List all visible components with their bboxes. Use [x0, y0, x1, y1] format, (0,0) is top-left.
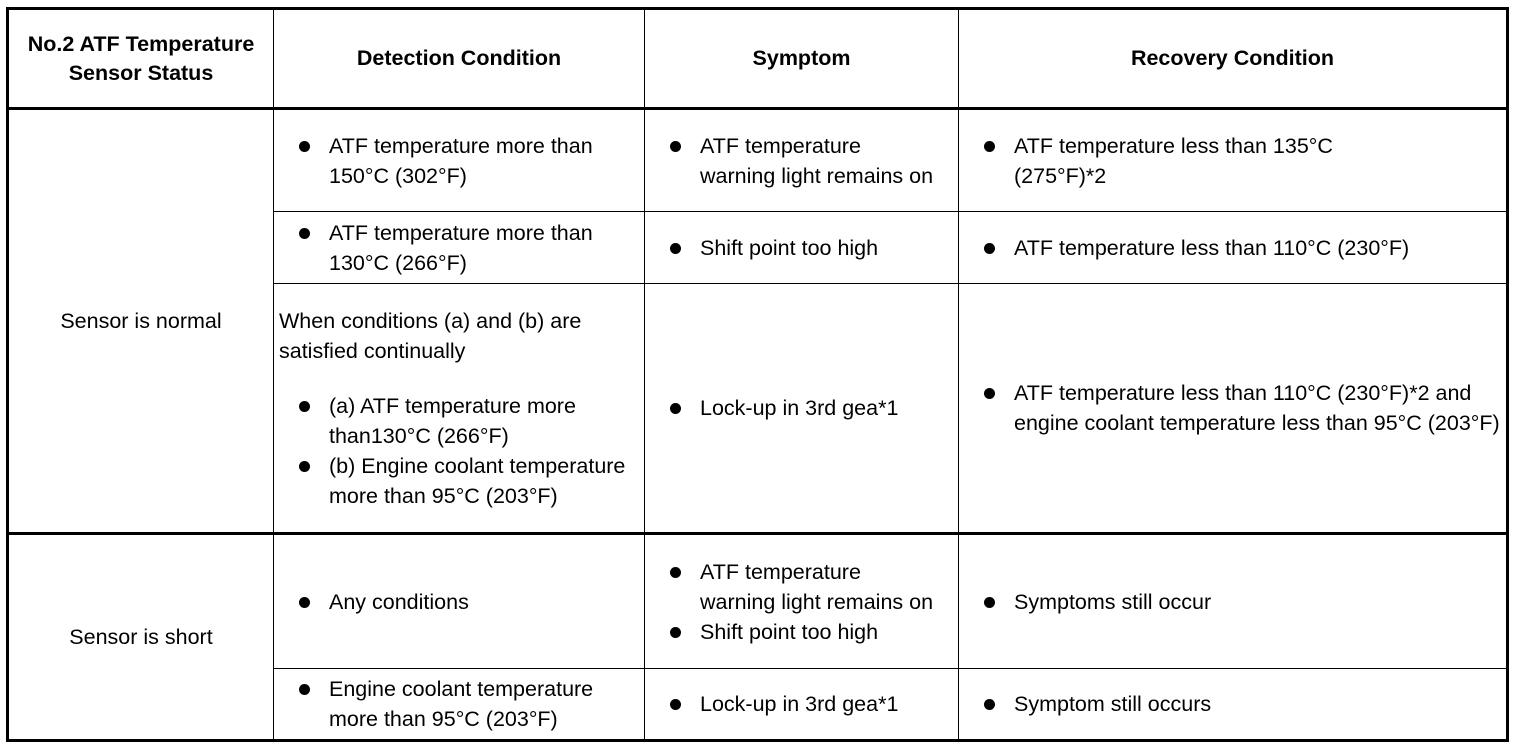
header-recovery-condition: Recovery Condition [958, 8, 1508, 110]
list-item: ATF temperature less than 135°C (275°F)*… [959, 131, 1506, 191]
list-item: ATF temperature less than 110°C (230°F)*… [959, 378, 1506, 438]
detection-cell: Engine coolant temperature more than 95°… [273, 668, 645, 741]
recovery-text: Symptoms still occur [1014, 589, 1212, 614]
table-row: Sensor is short Any conditions ATF tempe… [7, 532, 1508, 741]
symptom-text: Shift point too high [700, 619, 879, 644]
detection-text: (b) Engine coolant temperature more than… [329, 453, 626, 508]
bullet-icon [299, 596, 310, 608]
detection-text: Any conditions [329, 589, 469, 614]
symptom-text: Lock-up in 3rd gea*1 [700, 692, 899, 716]
list-item: (a) ATF temperature more than130°C (266°… [274, 391, 640, 451]
symptom-cell: Lock-up in 3rd gea*1 [644, 283, 959, 534]
table-row: ATF temperature more than 130°C (266°F) … [8, 211, 1508, 284]
detection-text: ATF temperature more than 150°C (302°F) [329, 133, 593, 188]
table-row: Sensor is normal ATF temperature more th… [7, 108, 1508, 534]
bullet-icon [670, 626, 681, 638]
list-item: ATF temperature less than 110°C (230°F) [959, 233, 1506, 263]
recovery-cell: ATF temperature less than 135°C (275°F)*… [958, 108, 1508, 212]
bullet-icon [670, 699, 681, 710]
bullet-icon [670, 140, 681, 152]
bullet-icon [299, 140, 310, 152]
symptom-text: Shift point too high [700, 235, 879, 260]
bullet-icon [670, 566, 681, 578]
symptom-text: ATF temperature warning light remains on [700, 559, 934, 614]
symptom-cell: Lock-up in 3rd gea*1 [644, 668, 959, 741]
bullet-icon [299, 400, 310, 412]
bullet-icon [984, 388, 995, 399]
bullet-icon [984, 242, 995, 254]
recovery-text: ATF temperature less than 135°C (275°F)*… [1014, 133, 1333, 188]
detection-text: (a) ATF temperature more than130°C (266°… [329, 393, 576, 448]
recovery-cell: Symptom still occurs [958, 668, 1508, 741]
detection-cell: ATF temperature more than 130°C (266°F) [273, 211, 645, 284]
detection-cell: Any conditions [273, 532, 645, 669]
status-cell: Sensor is short [7, 532, 274, 741]
list-item: ATF temperature more than 130°C (266°F) [274, 218, 644, 278]
list-item: ATF temperature warning light remains on [645, 131, 958, 191]
recovery-text: ATF temperature less than 110°C (230°F)*… [1014, 381, 1500, 435]
list-item: ATF temperature more than 150°C (302°F) [274, 131, 644, 191]
bullet-icon [984, 596, 995, 608]
list-item: ATF temperature warning light remains on [645, 557, 958, 617]
detection-cell: ATF temperature more than 150°C (302°F) [273, 108, 645, 212]
recovery-cell: Symptoms still occur [958, 532, 1508, 669]
header-symptom: Symptom [644, 8, 959, 110]
bullet-icon [670, 242, 681, 254]
header-row: No.2 ATF Temperature Sensor Status Detec… [7, 8, 1508, 110]
recovery-cell: ATF temperature less than 110°C (230°F)*… [958, 283, 1508, 534]
bullet-icon [670, 403, 681, 414]
list-item: Shift point too high [645, 233, 958, 263]
diagnosis-table: No.2 ATF Temperature Sensor Status Detec… [6, 7, 1509, 742]
bullet-icon [984, 699, 995, 710]
symptom-cell: ATF temperature warning light remains on… [644, 532, 959, 669]
list-item: Symptom still occurs [959, 689, 1506, 719]
status-cell: Sensor is normal [7, 108, 274, 534]
bullet-icon [984, 140, 995, 152]
bullet-icon [299, 227, 310, 239]
symptom-text: Lock-up in 3rd gea*1 [700, 396, 899, 420]
list-item: (b) Engine coolant temperature more than… [274, 451, 640, 511]
header-status: No.2 ATF Temperature Sensor Status [7, 8, 274, 110]
recovery-text: ATF temperature less than 110°C (230°F) [1014, 235, 1410, 260]
list-item: Lock-up in 3rd gea*1 [645, 393, 958, 423]
bullet-icon [299, 684, 310, 695]
detection-cell: When conditions (a) and (b) are satisfie… [273, 283, 645, 534]
symptom-cell: ATF temperature warning light remains on [644, 108, 959, 212]
list-item: Shift point too high [645, 617, 958, 647]
detection-intro: When conditions (a) and (b) are satisfie… [279, 308, 582, 363]
list-item: Any conditions [274, 587, 644, 617]
header-detection-condition: Detection Condition [273, 8, 645, 110]
list-item: Engine coolant temperature more than 95°… [274, 674, 644, 734]
table-row: When conditions (a) and (b) are satisfie… [8, 283, 1508, 534]
table-row: Engine coolant temperature more than 95°… [8, 668, 1508, 741]
symptom-text: ATF temperature warning light remains on [700, 133, 934, 188]
symptom-cell: Shift point too high [644, 211, 959, 284]
detection-text: ATF temperature more than 130°C (266°F) [329, 220, 593, 275]
recovery-text: Symptom still occurs [1014, 692, 1212, 716]
list-item: Lock-up in 3rd gea*1 [645, 689, 958, 719]
list-item: Symptoms still occur [959, 587, 1506, 617]
detection-text: Engine coolant temperature more than 95°… [329, 677, 594, 731]
recovery-cell: ATF temperature less than 110°C (230°F) [958, 211, 1508, 284]
bullet-icon [299, 460, 310, 472]
